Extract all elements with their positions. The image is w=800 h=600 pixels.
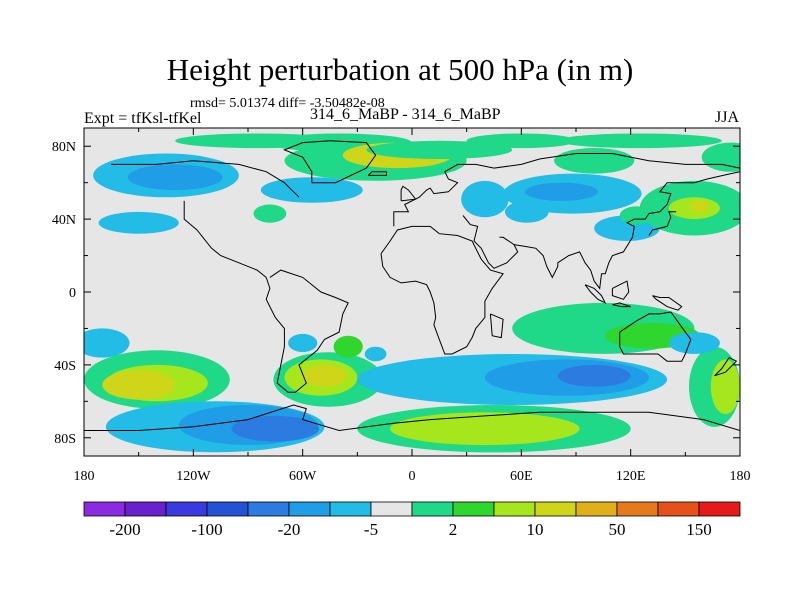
colorbar-box bbox=[534, 501, 577, 517]
coastline bbox=[367, 171, 387, 176]
colorbar-box bbox=[124, 501, 167, 517]
x-tick-label: 60W bbox=[289, 469, 317, 484]
colorbar-box bbox=[288, 501, 331, 517]
colorbar-label: 10 bbox=[527, 520, 544, 539]
x-tick-label: 120E bbox=[616, 469, 646, 484]
x-tick-label: 180 bbox=[730, 469, 751, 484]
anomaly-region bbox=[364, 346, 387, 362]
colorbar-box bbox=[370, 501, 413, 517]
colorbar-box bbox=[698, 501, 741, 517]
anomaly-region bbox=[557, 133, 722, 149]
x-tick-label: 60E bbox=[510, 469, 533, 484]
chart-title: Height perturbation at 500 hPa (in m) bbox=[166, 52, 634, 87]
anomaly-region bbox=[302, 364, 347, 387]
colorbar-box bbox=[83, 501, 126, 517]
colorbar-box bbox=[165, 501, 208, 517]
colorbar: -200 -100 -20 -5 2 10 50 150 bbox=[83, 501, 741, 539]
anomaly-region bbox=[260, 177, 363, 203]
anomaly-region bbox=[525, 182, 598, 201]
anomaly-region bbox=[557, 364, 631, 387]
coastline bbox=[611, 280, 630, 300]
anomaly-region bbox=[84, 328, 130, 358]
y-tick-label: 40N bbox=[52, 213, 76, 228]
colorbar-box bbox=[411, 501, 454, 517]
x-tick-label: 180 bbox=[74, 469, 95, 484]
y-tick-label: 40S bbox=[54, 359, 76, 374]
colorbar-box bbox=[657, 501, 700, 517]
colorbar-box bbox=[493, 501, 536, 517]
anomaly-region bbox=[619, 206, 653, 225]
coastline bbox=[111, 160, 300, 198]
anomaly-region bbox=[98, 211, 179, 234]
coastline bbox=[648, 211, 677, 236]
anomaly-region bbox=[366, 140, 513, 159]
colorbar-box bbox=[247, 501, 290, 517]
coastline bbox=[84, 404, 740, 432]
y-tick-label: 80S bbox=[54, 432, 76, 447]
x-tick-label: 0 bbox=[409, 469, 416, 484]
coastline bbox=[513, 171, 740, 290]
colorbar-box bbox=[575, 501, 618, 517]
coastline bbox=[380, 225, 504, 355]
anomaly-region bbox=[461, 180, 509, 218]
colorbar-box bbox=[452, 501, 495, 517]
y-tick-label: 80N bbox=[52, 140, 76, 155]
anomaly-region bbox=[504, 200, 549, 223]
colorbar-label: -200 bbox=[109, 520, 140, 539]
y-tick-label: 0 bbox=[69, 286, 76, 301]
coastline bbox=[265, 269, 349, 393]
colorbar-box bbox=[329, 501, 372, 517]
anomaly-region bbox=[668, 332, 720, 354]
anomaly-region bbox=[102, 370, 176, 400]
coastline bbox=[652, 295, 683, 311]
anomaly-region bbox=[701, 142, 740, 172]
colorbar-label: -5 bbox=[364, 520, 378, 539]
anomaly-region bbox=[466, 133, 576, 149]
coastline bbox=[183, 200, 267, 278]
case-label: 314_6_MaBP - 314_6_MaBP bbox=[310, 106, 501, 123]
colorbar-label: 50 bbox=[609, 520, 626, 539]
coastline bbox=[584, 284, 607, 305]
anomaly-region bbox=[253, 204, 287, 223]
anomaly-region bbox=[690, 200, 710, 212]
coastline bbox=[619, 311, 692, 362]
colorbar-label: -100 bbox=[191, 520, 222, 539]
coastline bbox=[283, 140, 377, 184]
coastline bbox=[714, 356, 738, 377]
anomaly-region bbox=[554, 148, 635, 174]
colorbar-box bbox=[616, 501, 659, 517]
anomaly-region bbox=[390, 412, 580, 446]
colorbar-label: 150 bbox=[686, 520, 712, 539]
coastline bbox=[612, 302, 631, 308]
coastline bbox=[400, 185, 417, 202]
anomaly-region bbox=[288, 333, 318, 353]
anomaly-region bbox=[333, 335, 363, 358]
anomaly-region bbox=[127, 164, 223, 190]
anomaly-region bbox=[710, 359, 740, 415]
stats-line: rmsd= 5.01374 diff= -3.50482e-08 bbox=[190, 96, 385, 111]
season-label: JJA bbox=[715, 109, 740, 126]
x-axis: 180 120W 60W 0 60E 120E 180 bbox=[74, 128, 751, 484]
anomaly-field bbox=[84, 133, 740, 453]
coastlines bbox=[84, 140, 740, 432]
x-tick-label: 120W bbox=[176, 469, 211, 484]
y-axis: 80N 40N 0 40S 80S bbox=[52, 140, 740, 447]
colorbar-label: -20 bbox=[278, 520, 301, 539]
coastline bbox=[489, 313, 504, 339]
colorbar-box bbox=[206, 501, 249, 517]
experiment-label: Expt = tfKsl-tfKel bbox=[84, 110, 202, 127]
anomaly-region bbox=[231, 415, 319, 442]
colorbar-label: 2 bbox=[449, 520, 458, 539]
